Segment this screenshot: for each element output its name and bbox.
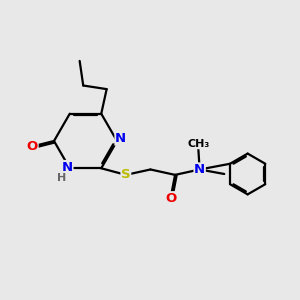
Text: H: H bbox=[57, 173, 66, 183]
Text: O: O bbox=[27, 140, 38, 153]
Text: O: O bbox=[165, 192, 176, 205]
Text: N: N bbox=[194, 163, 205, 176]
Text: S: S bbox=[121, 168, 131, 182]
Text: CH₃: CH₃ bbox=[187, 139, 209, 149]
Text: N: N bbox=[115, 132, 126, 145]
Text: N: N bbox=[62, 160, 73, 174]
